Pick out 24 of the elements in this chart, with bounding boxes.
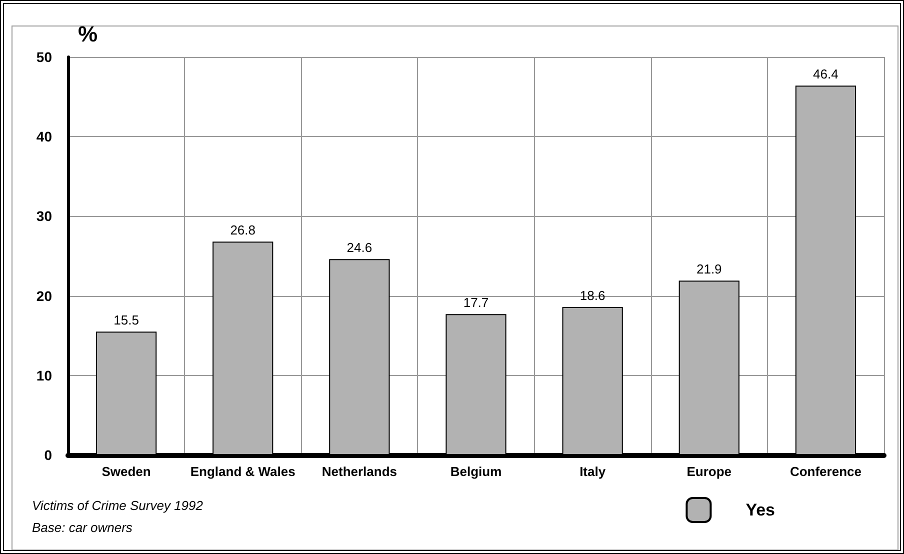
x-tick-label: Belgium (450, 464, 502, 479)
data-label: 21.9 (696, 262, 722, 277)
y-tick-label: 30 (36, 208, 52, 224)
y-tick-label: 40 (36, 128, 52, 145)
x-tick-label: Italy (580, 464, 606, 479)
y-axis-title: % (78, 22, 98, 46)
x-tick-label: Europe (686, 464, 732, 479)
data-label: 26.8 (230, 222, 256, 238)
data-label: 15.5 (114, 312, 139, 328)
data-label: 18.6 (580, 288, 606, 303)
x-tick-label: Netherlands (322, 464, 397, 479)
text: Base: car owners (32, 520, 133, 535)
legend-label: Yes (746, 500, 775, 520)
text: Victims of Crime Survey 1992 (32, 498, 204, 513)
x-tick-label: Sweden (102, 464, 151, 479)
y-tick-label: 20 (36, 288, 52, 304)
data-label: 46.4 (813, 66, 838, 82)
x-tick-label: England & Wales (190, 464, 296, 479)
y-tick-label: 10 (36, 367, 52, 384)
y-tick-label: 50 (36, 49, 52, 65)
y-tick-label: 0 (44, 447, 52, 463)
data-label: 17.7 (463, 295, 489, 310)
data-label: 24.6 (346, 240, 372, 256)
x-tick-label: Conference (790, 464, 862, 479)
